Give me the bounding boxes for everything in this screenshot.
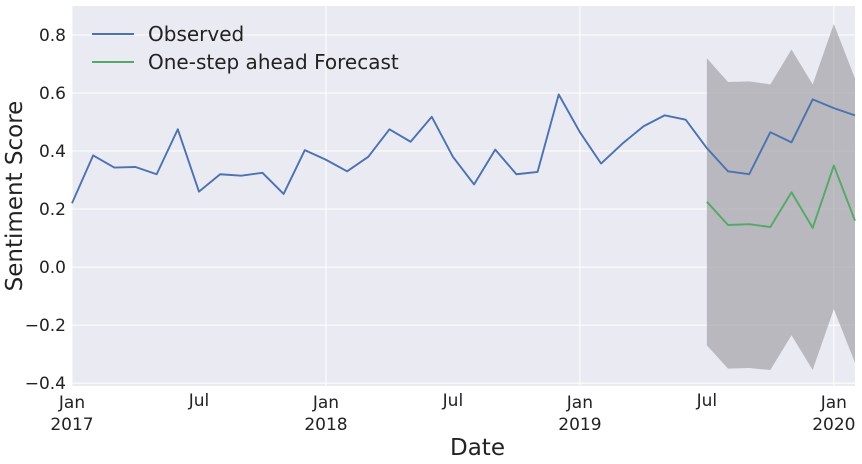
x-axis-title: Date <box>450 435 505 461</box>
x-tick-year-label: 2019 <box>558 415 601 435</box>
legend-label: Observed <box>148 22 244 46</box>
series-line-forecast <box>706 164 856 229</box>
y-tick-label: 0.6 <box>39 84 66 104</box>
series-line-observed <box>71 93 856 204</box>
y-tick-label: 0.4 <box>39 142 66 162</box>
y-tick-label: −0.4 <box>25 374 66 394</box>
y-tick-label: 0.8 <box>39 26 66 46</box>
legend-label: One-step ahead Forecast <box>148 50 399 74</box>
y-axis-title: Sentiment Score <box>2 101 28 292</box>
x-tick-label: Jan <box>566 393 593 413</box>
y-tick-label: 0.2 <box>39 200 66 220</box>
x-tick-year-label: 2017 <box>50 415 93 435</box>
y-tick-label: 0.0 <box>39 258 66 278</box>
x-tick-label: Jul <box>442 391 464 411</box>
x-tick-year-label: 2020 <box>812 415 855 435</box>
x-tick-label: Jul <box>188 391 210 411</box>
x-tick-label: Jan <box>312 393 339 413</box>
x-tick-year-label: 2018 <box>304 415 347 435</box>
x-tick-label: Jan <box>58 393 85 413</box>
confidence-interval-band <box>706 23 855 371</box>
x-tick-label: Jul <box>696 391 718 411</box>
x-tick-label: Jan <box>820 393 847 413</box>
y-tick-label: −0.2 <box>25 316 66 336</box>
